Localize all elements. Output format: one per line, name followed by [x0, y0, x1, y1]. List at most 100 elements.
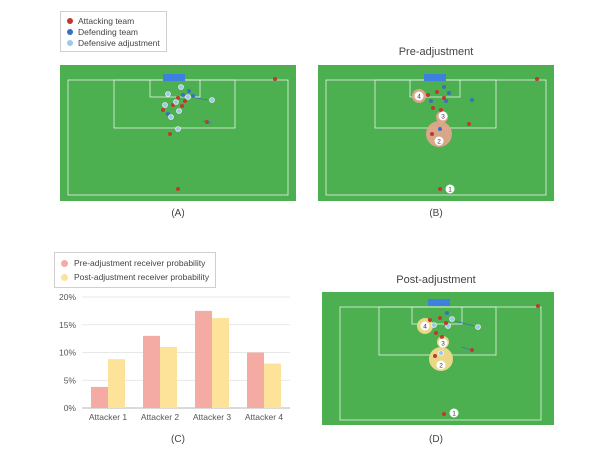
- attacker-marker: [434, 331, 438, 335]
- adjustment-marker: [162, 102, 168, 108]
- x-tick-label: Attacker 1: [89, 412, 128, 422]
- attacker-marker: [428, 318, 432, 322]
- bar-post-adjustment: [264, 363, 281, 408]
- legend-item-attacking: Attacking team: [67, 15, 160, 26]
- defending-dot-icon: [67, 28, 73, 35]
- attacker-label: 4: [417, 94, 421, 101]
- attacker-marker: [536, 304, 540, 308]
- attacker-marker: [535, 77, 539, 81]
- defender-marker: [166, 112, 170, 116]
- pitch-a-goal: [163, 74, 185, 81]
- adjustment-dot-icon: [67, 39, 73, 46]
- legend-item-adjustment: Defensive adjustment: [67, 37, 160, 48]
- attacker-marker: [442, 412, 446, 416]
- attacker-label-bubble: [438, 111, 448, 121]
- receiver-probability-chart: 0% 5% 10% 15% 20% Attacker 1 Attacker 2 Attacke…: [59, 292, 290, 422]
- legend-item-post: Post-adjustment receiver probability: [61, 270, 209, 284]
- attacker-marker: [438, 187, 442, 191]
- bar-post-adjustment: [108, 359, 125, 408]
- bar-pre-adjustment: [91, 386, 108, 408]
- bar-post-adjustment: [160, 346, 177, 408]
- bar-post-adjustment: [212, 318, 229, 408]
- adjustment-marker: [176, 108, 182, 114]
- team-legend: Attacking team Defending team Defensive …: [60, 11, 167, 52]
- x-tick-label: Attacker 4: [245, 412, 284, 422]
- y-tick-label: 0%: [64, 403, 77, 413]
- attacker-label-bubble: [438, 338, 448, 348]
- legend-label: Defensive adjustment: [78, 37, 160, 48]
- attacker-marker: [431, 106, 435, 110]
- movement-line: [454, 320, 475, 327]
- defender-marker: [442, 85, 446, 89]
- panel-c-caption: (C): [171, 434, 185, 445]
- attacker-marker: [426, 93, 430, 97]
- attacker-label: 3: [441, 341, 445, 348]
- attacker-marker: [183, 99, 187, 103]
- panel-a-caption: (A): [171, 208, 185, 219]
- adjustment-marker: [173, 99, 179, 105]
- attacker-marker: [435, 90, 439, 94]
- y-tick-label: 20%: [59, 292, 76, 302]
- post-swatch-icon: [61, 273, 68, 281]
- y-tick-label: 5%: [64, 375, 77, 385]
- panel-d-caption: (D): [429, 434, 443, 445]
- panel-b-title: Pre-adjustment: [398, 46, 474, 58]
- attacker-marker: [467, 122, 471, 126]
- y-tick-label: 15%: [59, 320, 76, 330]
- panel-b-caption: (B): [429, 208, 443, 219]
- bar-pre-adjustment: [195, 310, 212, 408]
- attacker-marker: [180, 104, 184, 108]
- pre-adjustment-probability-bubble: [426, 121, 452, 147]
- defender-marker: [191, 94, 195, 98]
- y-tick-label: 10%: [59, 348, 76, 358]
- attacker-marker: [444, 321, 448, 325]
- attacker-marker: [273, 77, 277, 81]
- attacker-label: 4: [423, 324, 427, 331]
- attacker-label: 2: [437, 139, 441, 146]
- pitch-d-goal: [428, 299, 450, 306]
- legend-label: Attacking team: [78, 15, 135, 26]
- attacker-label-bubble: [434, 136, 444, 146]
- defender-marker: [187, 89, 191, 93]
- attacker-marker: [440, 335, 444, 339]
- adjustment-marker: [475, 324, 481, 330]
- attacker-marker: [168, 132, 172, 136]
- adjustment-marker: [185, 94, 191, 100]
- defender-marker: [444, 99, 448, 103]
- attacker-label: 2: [439, 363, 443, 370]
- x-tick-label: Attacker 3: [193, 412, 232, 422]
- attacker-marker: [442, 96, 446, 100]
- x-tick-label: Attacker 2: [141, 412, 180, 422]
- pitch-a-field: [60, 65, 296, 201]
- pitch-d-six-yard-box: [411, 306, 463, 325]
- defender-marker: [447, 91, 451, 95]
- defender-marker: [438, 127, 442, 131]
- defender-marker: [429, 99, 433, 103]
- adjustment-marker: [168, 114, 174, 120]
- attacker-marker: [439, 108, 443, 112]
- adjustment-marker: [175, 126, 181, 132]
- defender-marker: [470, 98, 474, 102]
- attacker-label: 1: [448, 187, 452, 194]
- attacker-label-bubble: [414, 91, 424, 101]
- post-adjustment-probability-bubble: [429, 347, 453, 371]
- adjustment-marker: [209, 97, 215, 103]
- attacker-marker: [161, 108, 165, 112]
- movement-line: [194, 97, 209, 101]
- adjustment-marker: [178, 84, 184, 90]
- adjustment-marker: [449, 316, 455, 322]
- movement-line: [461, 346, 472, 351]
- attacker-label-bubble: [449, 408, 459, 418]
- bar-pre-adjustment: [247, 352, 264, 408]
- bar-pre-adjustment: [143, 335, 160, 408]
- attacker-label-bubble: [420, 321, 430, 331]
- attacker-marker: [470, 348, 474, 352]
- attacker-marker: [171, 103, 175, 107]
- legend-item-defending: Defending team: [67, 26, 160, 37]
- attacker-label-bubble: [445, 184, 455, 194]
- attacking-dot-icon: [67, 17, 73, 24]
- legend-item-pre: Pre-adjustment receiver probability: [61, 256, 209, 270]
- attacker-marker: [176, 187, 180, 191]
- attacker-marker: [438, 316, 442, 320]
- adjustment-marker: [165, 91, 171, 97]
